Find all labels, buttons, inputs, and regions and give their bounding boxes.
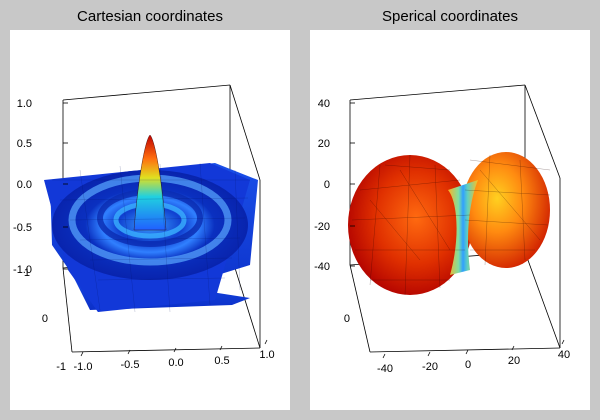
z-tick-label: 0.5 [17, 138, 32, 150]
x-tick-label: -1.0 [74, 361, 93, 373]
left-chart-title: Cartesian coordinates [77, 8, 223, 25]
x-tick-label: 20 [508, 355, 520, 367]
right-plot-area: 40 20 0 -20 -40 0 -40 -20 0 20 40 [310, 30, 590, 410]
axis-tick-mark [219, 345, 223, 351]
x-tick-label: -0.5 [121, 359, 140, 371]
x-tick-label: 1.0 [259, 349, 274, 361]
y-tick-label: 1 [24, 267, 30, 279]
axis-tick-mark [173, 347, 177, 353]
right-panel: Sperical coordinates [300, 0, 600, 420]
z-tick-label: 1.0 [17, 98, 32, 110]
z-tick-label: -20 [314, 221, 330, 233]
left-plot-area: 1.0 0.5 0.0 -0.5 -1.0 1 0 -1 -1.0 -0.5 0.0 0.5 1.0 [10, 30, 290, 410]
axis-tick-mark [465, 349, 469, 355]
z-tick-label: 40 [318, 98, 330, 110]
axis-tick-mark [264, 339, 268, 345]
x-tick-label: -20 [422, 361, 438, 373]
cartesian-surface-plot: 1.00.50.0-0.5-1.010-1 -1.0 -0.5 0.0 0.5 1.0 [13, 84, 275, 373]
axis-tick-mark [427, 351, 431, 357]
axis-tick-mark [382, 353, 386, 359]
z-tick-label: 0.0 [17, 179, 32, 191]
z-tick-label: 20 [318, 138, 330, 150]
y-tick-label: 0 [42, 313, 48, 325]
x-tick-label: 0 [465, 359, 471, 371]
z-tick-label: -0.5 [13, 222, 32, 234]
x-tick-label: 0.0 [168, 357, 183, 369]
x-tick-label: -40 [377, 363, 393, 375]
right-surface [348, 152, 551, 296]
axis-tick-mark [127, 349, 131, 355]
left-panel: Cartesian coordinates [10, 8, 290, 410]
y-tick-label: -1 [56, 361, 66, 373]
x-tick-label: 40 [558, 349, 570, 361]
y-tick-label: 0 [344, 313, 350, 325]
spherical-surface-plot: 40 20 0 -20 -40 0 -40 -20 0 20 40 [314, 84, 570, 375]
z-tick-label: -40 [314, 261, 330, 273]
axis-tick-mark [511, 345, 515, 351]
axis-tick-mark [561, 339, 565, 345]
x-tick-label: 0.5 [214, 355, 229, 367]
z-tick-label: 0 [324, 179, 330, 191]
right-chart-title: Sperical coordinates [382, 8, 518, 25]
axis-tick-mark [80, 351, 84, 357]
z-tick-label: -1.0 [13, 264, 32, 276]
left-surface [44, 134, 258, 313]
